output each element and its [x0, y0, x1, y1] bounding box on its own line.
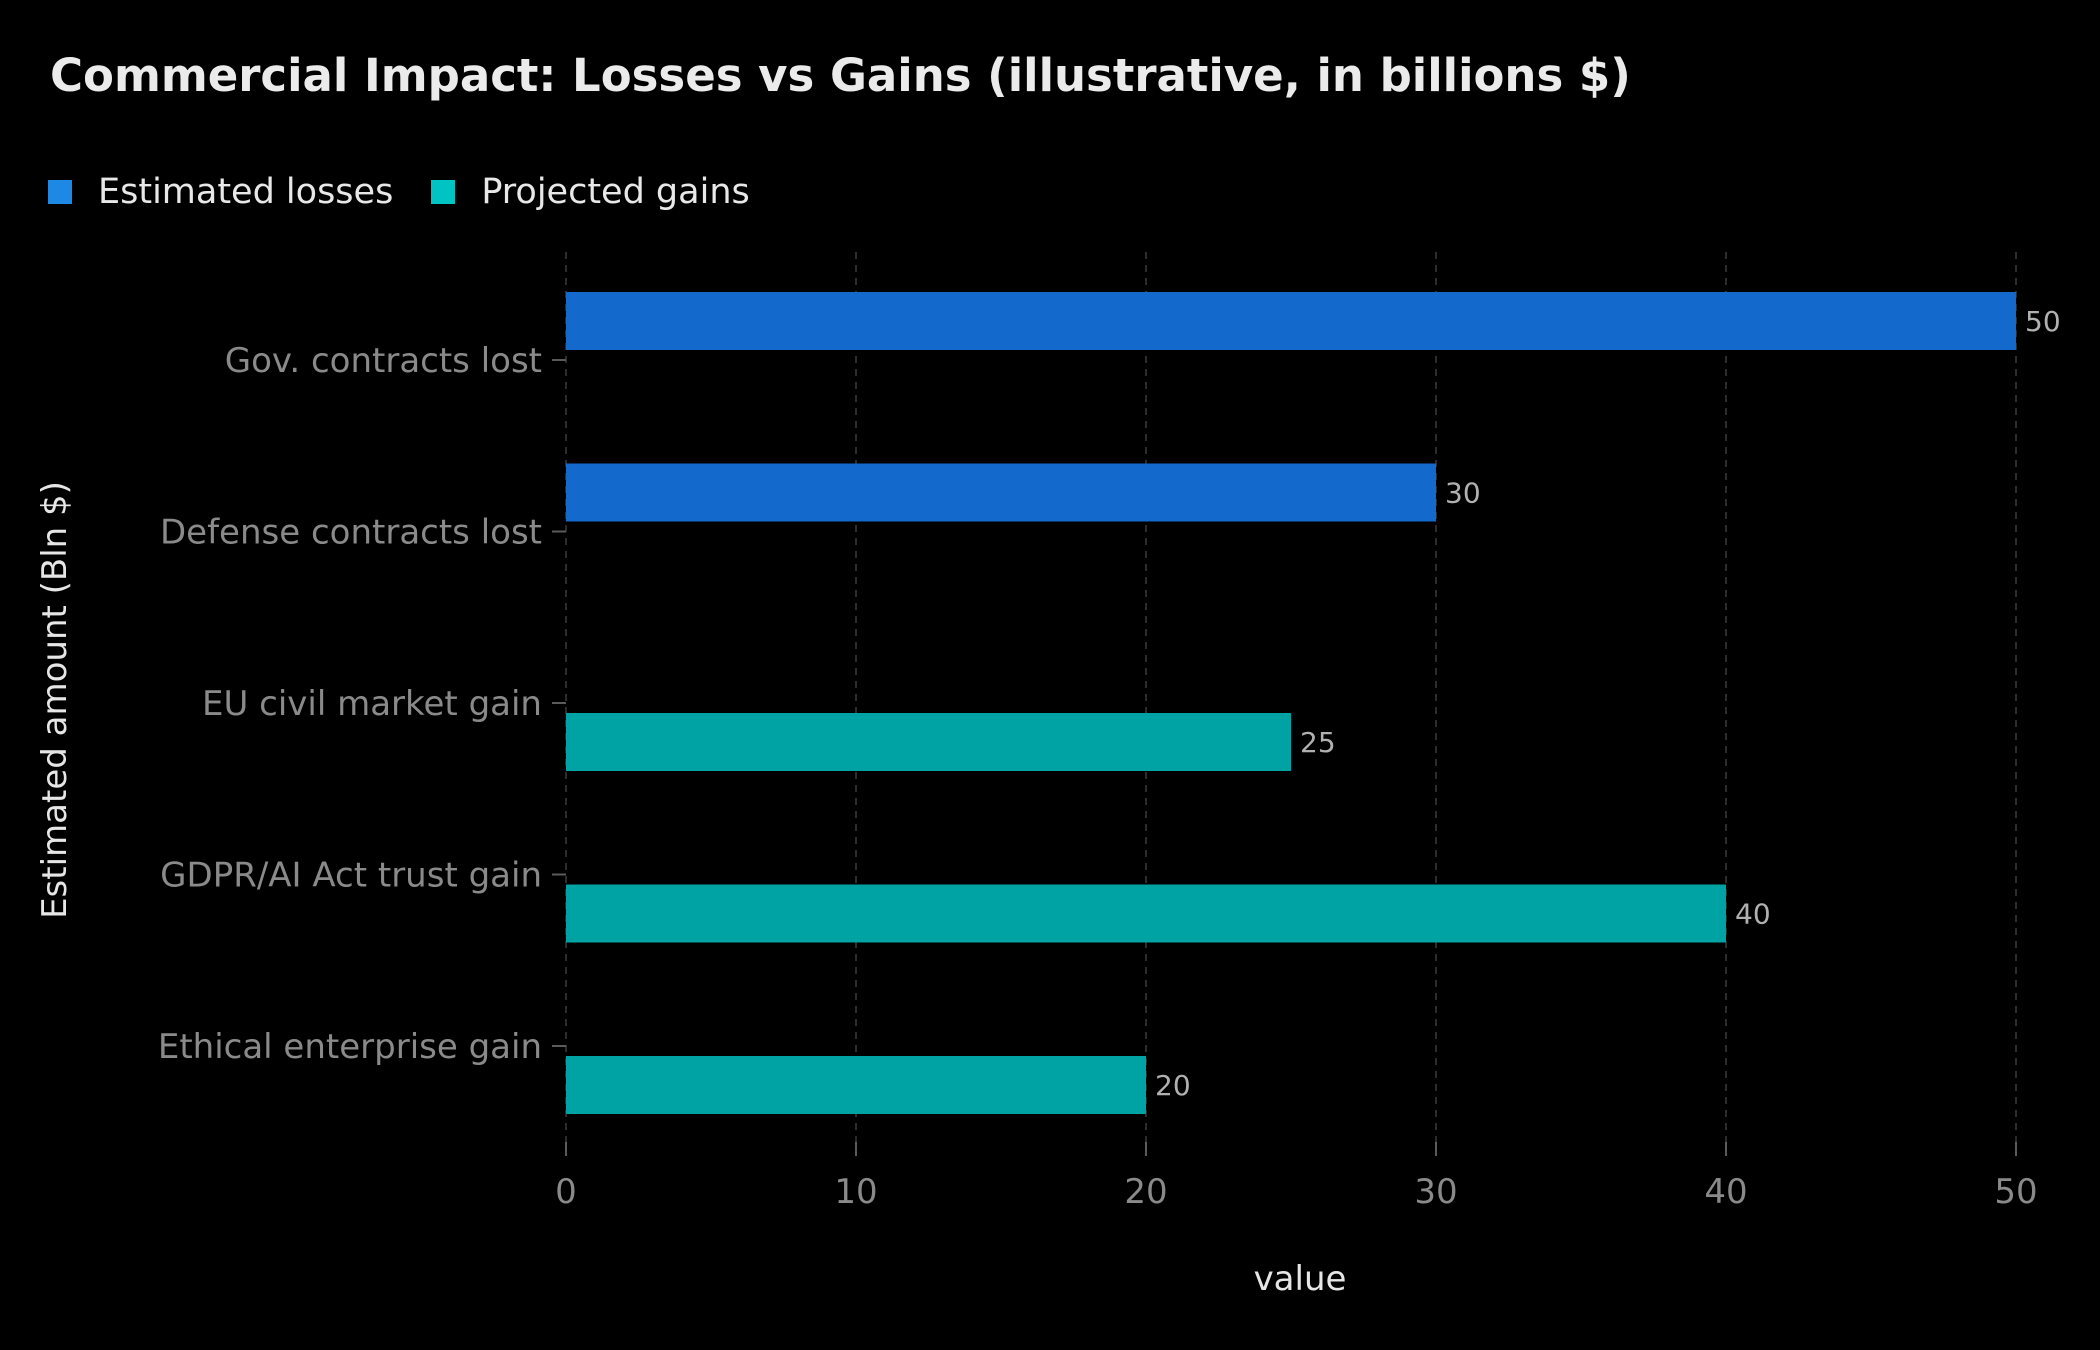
x-tick-label-0: 0: [555, 1172, 577, 1212]
axes: 0 10 20 30 40 50 Gov. contracts lost Defense co…: [158, 341, 2038, 1212]
category-label: Gov. contracts lost: [225, 341, 542, 381]
bar-losses-1: [566, 463, 1436, 522]
bar-value-label: 30: [1445, 477, 1481, 510]
bar-value-label: 20: [1155, 1069, 1191, 1102]
bar-losses-0: [566, 292, 2016, 350]
bar-gains-3: [566, 884, 1726, 943]
chart-title: Commercial Impact: Losses vs Gains (illu…: [50, 49, 1631, 102]
x-tick-label-40: 40: [1704, 1172, 1747, 1212]
legend-swatch-losses: [48, 180, 72, 204]
x-axis-title: value: [1254, 1259, 1347, 1299]
x-tick-label-10: 10: [834, 1172, 877, 1212]
category-label: GDPR/AI Act trust gain: [160, 856, 542, 896]
x-tick-label-20: 20: [1124, 1172, 1167, 1212]
bars: 50 30 25 40 20: [566, 292, 2061, 1114]
legend-swatch-gains: [431, 180, 456, 204]
bar-value-label: 25: [1300, 726, 1336, 759]
legend-label-losses: Estimated losses: [98, 172, 394, 212]
bar-gains-4: [566, 1056, 1146, 1114]
legend-item-losses: Estimated losses: [48, 172, 393, 212]
bar-gains-2: [566, 713, 1291, 771]
category-label: Ethical enterprise gain: [158, 1027, 542, 1067]
bar-value-label: 40: [1735, 898, 1771, 931]
grid-lines: [565, 252, 2017, 1142]
legend-label-gains: Projected gains: [481, 172, 750, 212]
y-axis-title: Estimated amount (Bln $): [35, 481, 75, 919]
x-tick-label-50: 50: [1994, 1172, 2037, 1212]
bar-value-label: 50: [2025, 305, 2061, 338]
category-label: Defense contracts lost: [160, 513, 542, 553]
legend-item-gains: Projected gains: [431, 172, 750, 212]
x-tick-label-30: 30: [1414, 1172, 1457, 1212]
legend: Estimated losses Projected gains: [48, 172, 788, 212]
category-label: EU civil market gain: [202, 684, 542, 724]
